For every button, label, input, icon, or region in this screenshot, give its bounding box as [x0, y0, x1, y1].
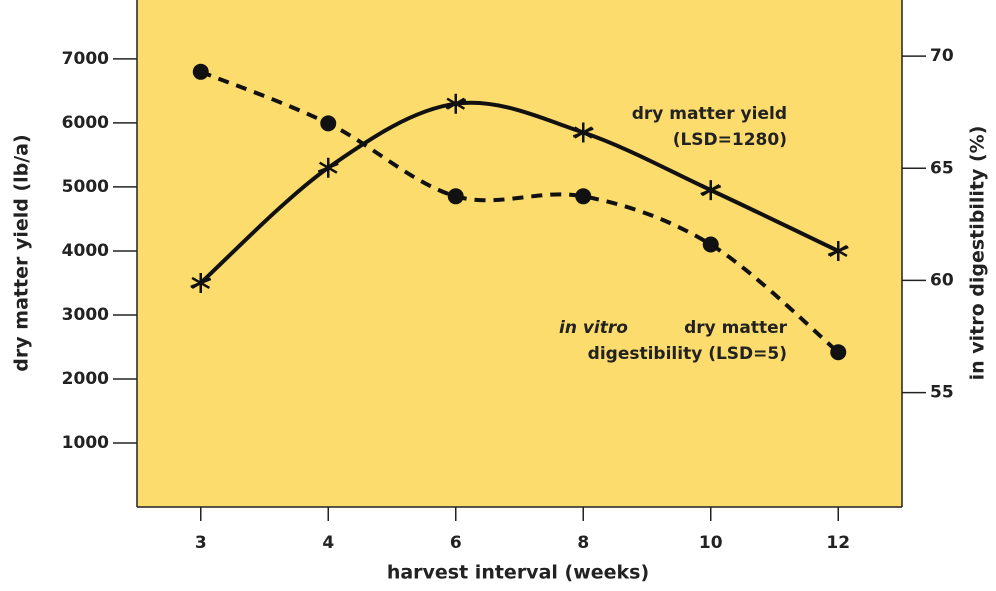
x-tick-label: 4 [322, 533, 334, 553]
annotation: (LSD=1280) [673, 130, 787, 150]
annotation: dry matter [684, 318, 788, 338]
x-tick-label: 10 [699, 533, 723, 553]
y-tick-label: 6000 [62, 113, 109, 133]
point [830, 344, 847, 361]
point [320, 115, 337, 132]
y2-axis-label: in vitro digestibility (%) [967, 126, 989, 381]
x-tick-label: 12 [826, 533, 850, 553]
y-tick-label: 7000 [62, 49, 109, 69]
annotation: dry matter yield [632, 104, 787, 124]
point [445, 93, 467, 114]
annotation: in vitro [559, 318, 628, 338]
point [190, 272, 212, 293]
x-tick-label: 6 [450, 533, 462, 553]
plot-area [137, 0, 902, 507]
y2-tick-label: 70 [930, 46, 954, 66]
point [702, 236, 719, 253]
y-tick-label: 3000 [62, 305, 109, 325]
point [317, 157, 339, 178]
y2-tick-label: 65 [930, 158, 954, 178]
annotation: digestibility (LSD=5) [588, 344, 787, 364]
point [700, 180, 722, 201]
y2-tick-label: 55 [930, 383, 954, 403]
series-line [199, 69, 840, 354]
point [192, 63, 209, 80]
x-tick-label: 3 [195, 533, 207, 553]
y-tick-label: 2000 [62, 369, 109, 389]
y-tick-label: 5000 [62, 177, 109, 197]
point [575, 188, 592, 205]
y-tick-label: 4000 [62, 241, 109, 261]
y2-tick-label: 60 [930, 270, 954, 290]
series-line [199, 100, 840, 285]
point [827, 240, 849, 261]
y-axis-label: dry matter yield (lb/a) [11, 134, 33, 371]
point [447, 188, 464, 205]
point [572, 122, 594, 143]
x-tick-label: 8 [577, 533, 589, 553]
y-tick-label: 1000 [62, 433, 109, 453]
x-axis-label: harvest interval (weeks) [387, 562, 649, 584]
